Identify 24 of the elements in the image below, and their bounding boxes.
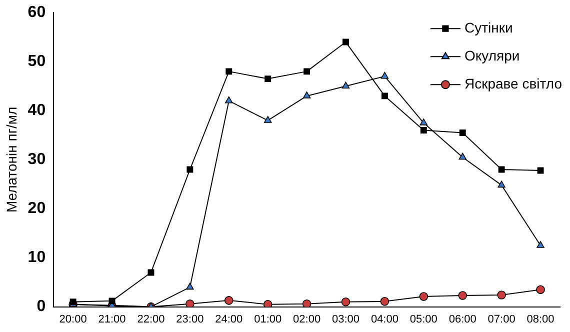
x-tick-label: 22:00 [137,313,165,326]
y-tick-label: 20 [28,200,46,218]
y-axis-title: Мелатонін пг/мл [3,106,20,213]
x-tick-label: 06:00 [448,313,476,326]
y-tick-label: 0 [36,298,46,316]
x-tick-label: 03:00 [332,313,360,326]
x-tick-label: 01:00 [254,313,282,326]
legend-label: Окуляри [464,47,520,64]
x-tick-label: 07:00 [488,313,516,326]
x-tick-label: 05:00 [410,313,438,326]
y-tick-label: 10 [28,249,46,266]
x-tick-label: 04:00 [370,313,398,326]
y-tick-label: 30 [28,151,46,168]
x-tick-label: 20:00 [59,313,87,326]
x-tick-label: 02:00 [293,313,321,326]
legend-label: Яскраве світло [464,75,562,92]
y-tick-label: 50 [28,53,46,70]
x-tick-label: 24:00 [215,313,243,326]
y-tick-label: 60 [28,4,46,22]
y-tick-label: 40 [28,102,46,120]
legend-label: Сутінки [464,19,513,36]
x-tick-label: 08:00 [526,313,554,326]
x-tick-label: 21:00 [98,313,126,326]
x-tick-label: 23:00 [176,313,204,326]
